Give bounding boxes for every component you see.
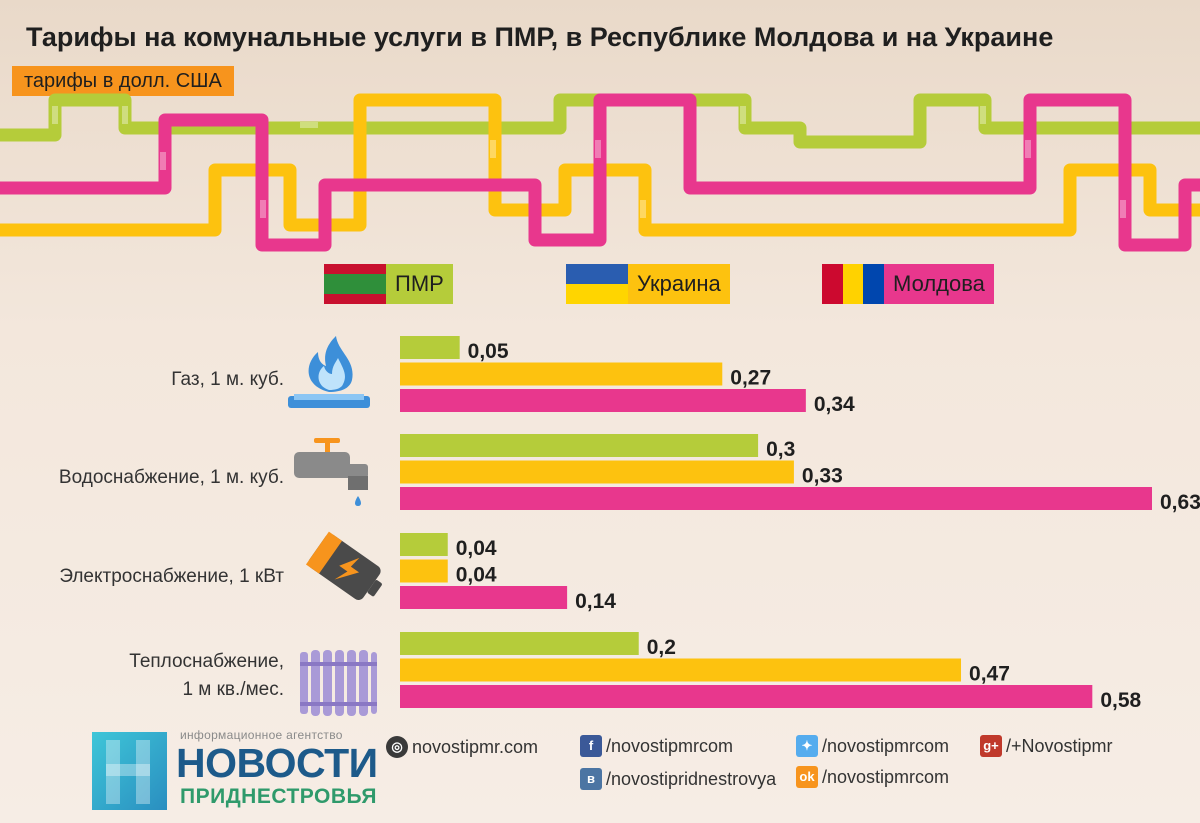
legend-label: Украина: [628, 264, 730, 304]
bar-2-3: [400, 559, 448, 583]
link-website[interactable]: ◎ novostipmr.com: [386, 736, 538, 758]
water-tap-icon: [294, 438, 368, 506]
category-label: Электроснабжение, 1 кВт: [59, 566, 284, 587]
ukraine-flag-icon: [566, 264, 628, 304]
pipe-joints: [52, 106, 1126, 218]
category-label: Теплоснабжение, 1 м кв./мес.: [129, 651, 284, 700]
value-label: 0,04: [456, 564, 497, 587]
google-plus-icon: g+: [980, 735, 1002, 757]
bar-3-3: [400, 586, 568, 609]
agency-caption: информационное агентство: [180, 728, 343, 742]
category-label: Газ, 1 м. куб.: [171, 369, 284, 390]
link-odnoklassniki-text: /novostipmrcom: [822, 766, 950, 787]
value-label: 0,14: [575, 590, 616, 613]
twitter-icon: ✦: [796, 735, 818, 757]
value-label: 0,63: [1160, 491, 1200, 514]
value-label: 0,3: [766, 438, 795, 461]
link-twitter[interactable]: ✦ /novostipmrcom: [796, 735, 949, 757]
battery-icon: [305, 531, 382, 600]
value-label: 0,58: [1100, 689, 1141, 712]
value-label: 0,47: [969, 663, 1010, 686]
pipe-green: [0, 93, 1200, 149]
bar-3-2: [400, 487, 1152, 510]
link-twitter-text: /novostipmrcom: [822, 735, 950, 756]
legend-item-3: Молдова: [822, 264, 994, 304]
page-title: Тарифы на комунальные услуги в ПМР, в Ре…: [26, 22, 1054, 52]
link-vk[interactable]: в /novostipridnestrovya: [580, 768, 776, 790]
link-facebook-text: /novostipmrcom: [606, 735, 734, 756]
value-label: 0,33: [802, 465, 843, 488]
bar-3-1: [400, 389, 806, 412]
bar-chart: Газ, 1 м. куб. Водоснабжение, 1 м. куб. Эл…: [59, 336, 1200, 716]
moldova-flag-icon: [822, 264, 885, 304]
value-label: 0,27: [730, 367, 771, 390]
bar-3-4: [400, 685, 1093, 708]
link-google-plus-text: /+Novostipmr: [1006, 735, 1113, 756]
globe-icon: ◎: [386, 736, 408, 758]
bar-1-1: [400, 336, 460, 359]
link-odnoklassniki[interactable]: ok /novostipmrcom: [796, 766, 949, 788]
value-label: 0,04: [456, 537, 497, 560]
brand-logo-icon: [92, 732, 167, 810]
legend-item-1: ПМР: [324, 264, 453, 304]
pipe-pink: [0, 93, 1200, 252]
bar-2-1: [400, 362, 723, 386]
value-label: 0,2: [647, 636, 676, 659]
bar-1-4: [400, 632, 639, 655]
link-google-plus[interactable]: g+ /+Novostipmr: [980, 735, 1113, 757]
brand-subtitle: ПРИДНЕСТРОВЬЯ: [180, 785, 377, 808]
bar-1-2: [400, 434, 759, 457]
facebook-icon: f: [580, 735, 602, 757]
bar-2-4: [400, 658, 962, 682]
legend-label: Молдова: [884, 264, 994, 304]
bar-1-3: [400, 533, 448, 556]
legend-label: ПМР: [386, 264, 453, 304]
brand-name: НОВОСТИ: [176, 740, 378, 786]
vk-icon: в: [580, 768, 602, 790]
legend-item-2: Украина: [566, 264, 730, 304]
value-label: 0,05: [468, 340, 509, 363]
link-website-text: novostipmr.com: [412, 736, 539, 757]
decorative-pipes: [0, 93, 1200, 252]
value-label: 0,34: [814, 393, 855, 416]
subtitle-badge: тарифы в долл. США: [12, 66, 234, 96]
bar-2-2: [400, 460, 794, 484]
category-label: Водоснабжение, 1 м. куб.: [59, 467, 284, 488]
link-facebook[interactable]: f /novostipmrcom: [580, 735, 733, 757]
link-vk-text: /novostipridnestrovya: [606, 768, 777, 789]
gas-flame-icon: [288, 336, 370, 408]
radiator-icon: [300, 650, 377, 716]
transnistria-flag-icon: [324, 264, 386, 304]
odnoklassniki-icon: ok: [796, 766, 818, 788]
